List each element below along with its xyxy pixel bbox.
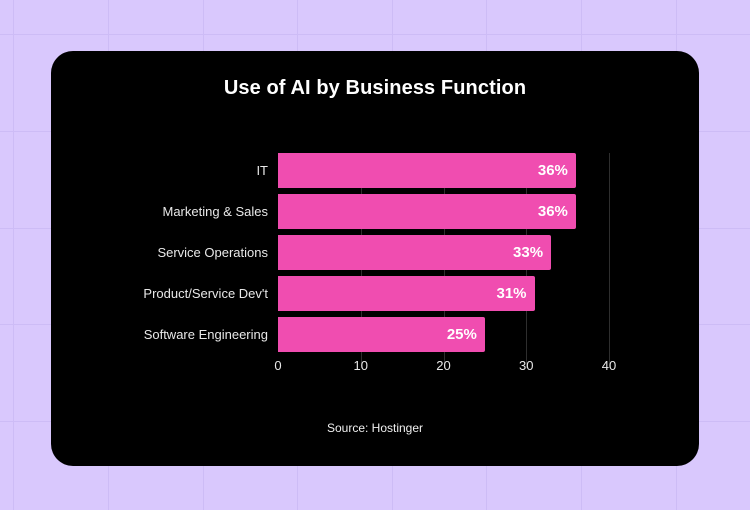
x-tick-label: 30 <box>519 358 534 373</box>
bar-value-label: 25% <box>446 326 477 343</box>
category-label: Marketing & Sales <box>162 204 269 219</box>
bar: 25% <box>278 317 485 352</box>
bar-value-label: 31% <box>496 285 527 302</box>
x-tick-label: 0 <box>274 358 282 373</box>
x-tick-label: 40 <box>601 358 617 373</box>
category-label: IT <box>256 163 268 178</box>
bar: 31% <box>278 276 535 311</box>
chart-card: Use of AI by Business Function 0 10 20 30 40… <box>51 51 699 466</box>
chart-title: Use of AI by Business Function <box>223 77 527 99</box>
x-tick-label: 20 <box>436 358 451 373</box>
grid-line <box>13 0 14 510</box>
category-label: Software Engineering <box>143 327 268 342</box>
source-note: Source: Hostinger <box>326 421 424 435</box>
x-gridline <box>609 153 610 368</box>
bar: 33% <box>278 235 552 270</box>
bar: 36% <box>278 194 576 229</box>
bar-value-label: 33% <box>513 244 544 261</box>
category-label: Service Operations <box>157 245 268 260</box>
x-tick-label: 10 <box>353 358 368 373</box>
bar-value-label: 36% <box>537 162 568 179</box>
category-label: Product/Service Dev't <box>143 286 268 301</box>
bar-value-label: 36% <box>537 203 568 220</box>
plot-area: 0 10 20 30 40 IT 36% Marketing & Sales 36% Servic… <box>51 51 699 466</box>
grid-line <box>0 34 750 35</box>
bar: 36% <box>278 153 576 188</box>
